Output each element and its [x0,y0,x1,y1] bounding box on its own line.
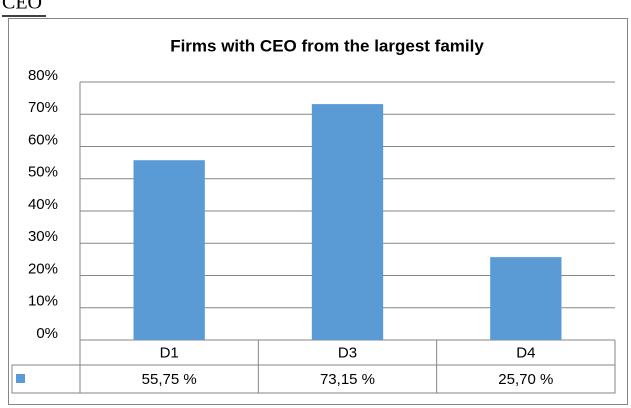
legend-key [16,374,25,383]
data-table-value: 55,75 % [142,371,197,388]
y-tick-label: 10% [28,293,58,310]
y-tick-label: 40% [28,196,58,213]
chart-title: Firms with CEO from the largest family [170,36,484,55]
x-tick-label: D4 [516,344,535,361]
bar [133,160,205,340]
y-tick-label: 20% [28,260,58,277]
y-tick-label: 80% [28,67,58,84]
x-tick-label: D3 [338,344,357,361]
y-tick-label: 70% [28,99,58,116]
y-tick-label: 0% [36,325,58,342]
y-tick-label: 50% [28,164,58,181]
x-tick-label: D1 [160,344,179,361]
bar [311,104,384,340]
data-table-value: 25,70 % [498,371,553,388]
y-tick-label: 60% [28,131,58,148]
bar [490,257,562,340]
page-heading: CEO [2,0,42,14]
y-tick-label: 30% [28,228,58,245]
data-table-value: 73,15 % [320,371,375,388]
